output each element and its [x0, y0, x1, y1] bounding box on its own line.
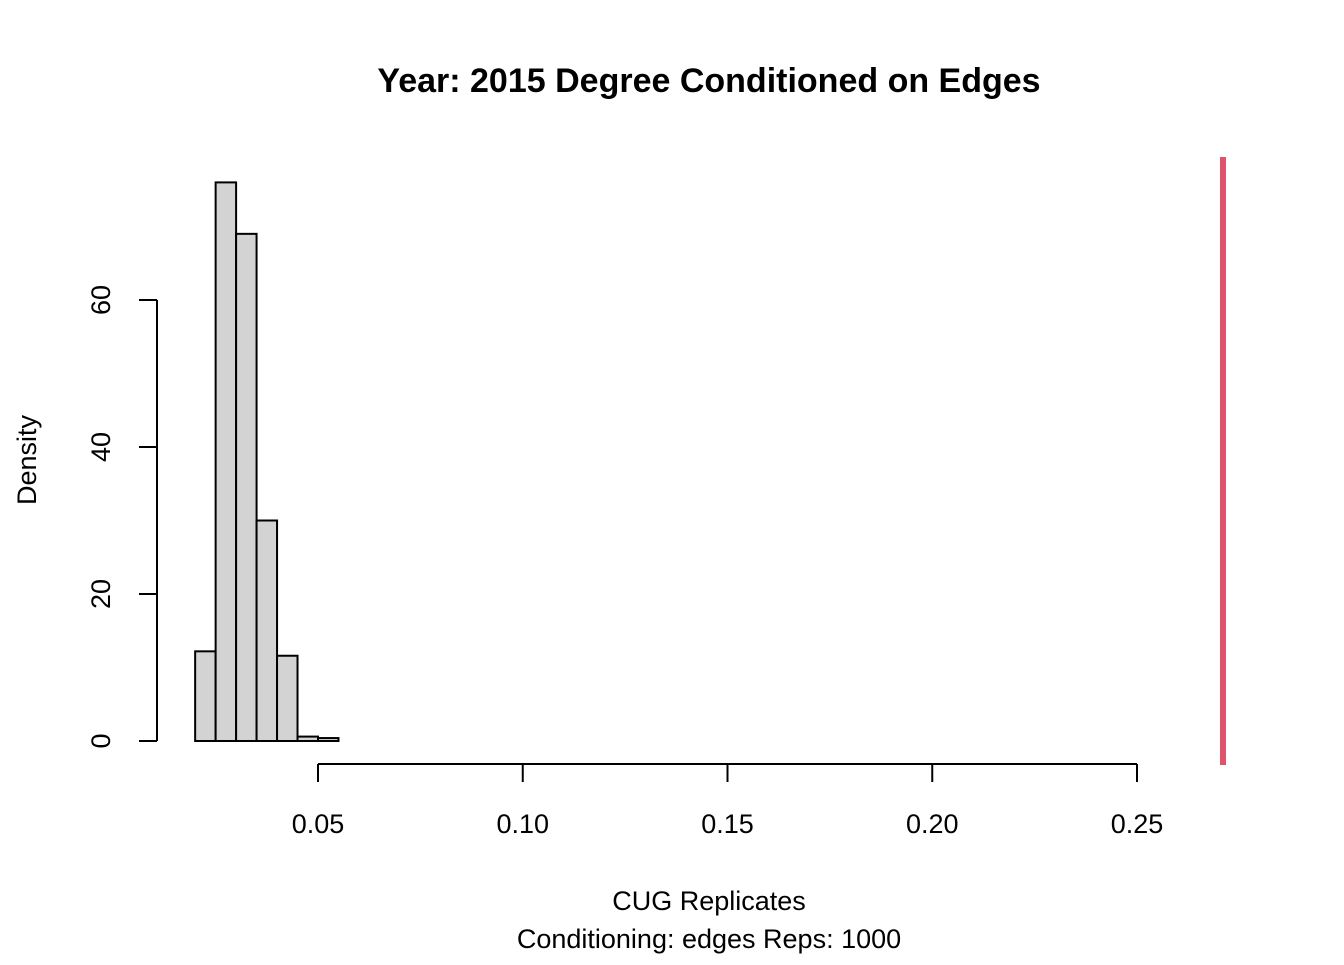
y-tick-label: 60: [86, 285, 116, 315]
histogram-bar: [276, 654, 299, 742]
x-tick-label: 0.20: [906, 809, 959, 839]
histogram-bar: [194, 650, 217, 743]
y-tick-label: 40: [86, 432, 116, 462]
y-axis-label: Density: [12, 414, 42, 505]
histogram-bar: [235, 232, 258, 742]
y-tick-label: 0: [86, 733, 116, 748]
x-tick-label: 0.05: [292, 809, 345, 839]
histogram-bar: [214, 181, 238, 742]
histogram-bars: [194, 181, 340, 743]
x-tick-label: 0.25: [1111, 809, 1164, 839]
x-axis: 0.05 0.10 0.15 0.20 0.25: [292, 763, 1164, 839]
y-axis: 0 20 40 60: [86, 285, 158, 749]
x-axis-label: CUG Replicates: [612, 886, 806, 916]
x-tick-label: 0.15: [701, 809, 754, 839]
x-axis-sublabel: Conditioning: edges Reps: 1000: [517, 924, 901, 954]
chart-title: Year: 2015 Degree Conditioned on Edges: [377, 62, 1040, 100]
y-tick-label: 20: [86, 579, 116, 609]
histogram-bar: [296, 735, 319, 743]
histogram-bar: [255, 519, 279, 742]
x-tick-label: 0.10: [496, 809, 549, 839]
histogram-bar: [317, 737, 340, 742]
